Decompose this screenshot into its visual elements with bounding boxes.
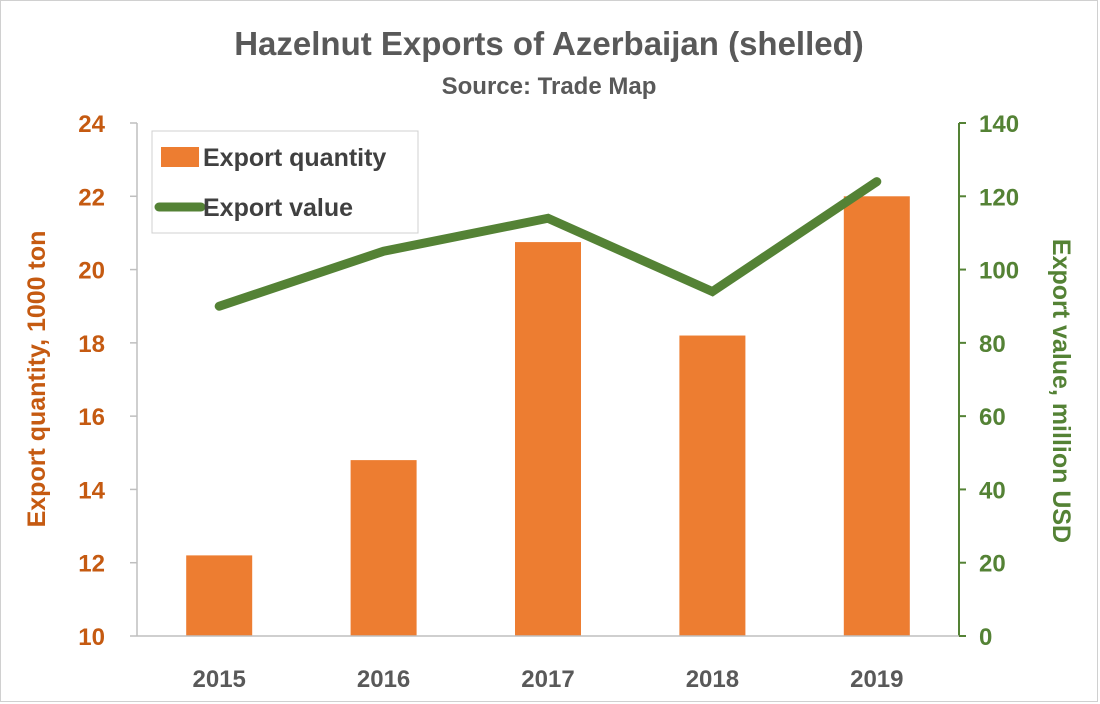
- y-right-tick-label: 0: [979, 624, 992, 651]
- y-right-tick-label: 40: [979, 477, 1006, 504]
- y-left-tick-label: 22: [78, 184, 105, 211]
- legend-swatch-export-quantity: [161, 147, 199, 167]
- bar-export-quantity-2016: [350, 460, 417, 636]
- y-right-tick-label: 60: [979, 404, 1006, 431]
- bar-export-quantity-2019: [843, 196, 910, 637]
- bar-export-quantity-2017: [515, 242, 581, 636]
- point-export-value-2015: [218, 305, 220, 307]
- bar-export-quantity-2015: [186, 555, 253, 636]
- chart-title: Hazelnut Exports of Azerbaijan (shelled): [234, 25, 864, 62]
- y-right-tick-label: 80: [979, 331, 1006, 358]
- y-left-tick-label: 20: [78, 258, 105, 285]
- axes-layer: 10 12 14 16 18 20 22 24 0 20 40 60 80 100 120 140 2015 20…: [78, 111, 1019, 693]
- legend-label-export-value: Export value: [203, 194, 353, 222]
- y-right-tick-label: 100: [979, 258, 1019, 285]
- x-tick-label: 2015: [193, 666, 246, 693]
- point-export-value-2016: [383, 250, 385, 252]
- y-left-tick-label: 24: [78, 111, 105, 138]
- line-layer: [214, 177, 882, 311]
- y-right-tick-label: 140: [979, 111, 1019, 138]
- y-left-tick-label: 18: [78, 331, 105, 358]
- y-axis-right-label: Export value, million USD: [1047, 239, 1075, 543]
- point-export-value-2018: [711, 291, 713, 293]
- y-left-tick-label: 16: [78, 404, 105, 431]
- bars-layer: [186, 196, 910, 637]
- x-tick-label: 2018: [686, 666, 739, 693]
- point-export-value-2017: [547, 217, 549, 219]
- x-tick-label: 2017: [521, 666, 574, 693]
- y-left-tick-label: 10: [78, 624, 105, 651]
- legend: Export quantity Export value: [151, 130, 419, 234]
- y-left-tick-label: 14: [78, 477, 105, 504]
- y-left-tick-label: 12: [78, 551, 105, 578]
- y-axis-left-label: Export quantity, 1000 ton: [23, 231, 51, 528]
- x-tick-label: 2016: [357, 666, 410, 693]
- y-right-tick-label: 20: [979, 551, 1006, 578]
- y-right-tick-label: 120: [979, 184, 1019, 211]
- chart-subtitle: Source: Trade Map: [442, 73, 657, 100]
- point-export-value-2019: [876, 181, 878, 183]
- legend-label-export-quantity: Export quantity: [203, 144, 386, 172]
- x-tick-label: 2019: [850, 666, 903, 693]
- bar-export-quantity-2018: [679, 335, 746, 636]
